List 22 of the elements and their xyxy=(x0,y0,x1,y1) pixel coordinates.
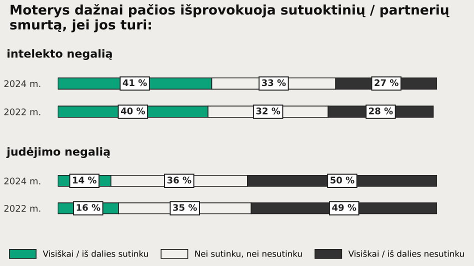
data-label: 35 % xyxy=(173,204,197,211)
chart-subtitle: judėjimo negalią xyxy=(6,147,110,158)
y-tick-label: 2022 m. xyxy=(4,205,40,212)
y-tick-label: 2022 m. xyxy=(4,108,40,116)
chart-title: Moterys dažnai pačios išprovokuoja sutuoktinių / partnerių smurtą, jei jos turi: xyxy=(10,4,450,32)
data-label: 32 % xyxy=(256,108,280,114)
legend-label: Nei sutinku, nei nesutinku xyxy=(195,250,302,258)
data-label: 49 % xyxy=(332,204,356,211)
y-tick-label: 2024 m. xyxy=(4,178,40,184)
data-label: 36 % xyxy=(167,176,192,184)
chart-subtitle: intelekto negalią xyxy=(8,49,112,60)
data-label: 41 % xyxy=(122,79,147,86)
legend-label: Visiškai / iš dalies sutinku xyxy=(42,250,148,258)
legend-label: Visiškai / iš dalies nesutinku xyxy=(348,250,464,258)
data-label: 14 % xyxy=(73,176,96,184)
data-label: 28 % xyxy=(369,108,393,114)
data-label: 33 % xyxy=(262,79,286,86)
data-label: 40 % xyxy=(120,108,146,114)
data-label: 27 % xyxy=(374,79,398,86)
data-label: 16 % xyxy=(76,204,100,211)
y-tick-label: 2024 m. xyxy=(4,80,40,88)
data-label: 50 % xyxy=(330,176,354,184)
